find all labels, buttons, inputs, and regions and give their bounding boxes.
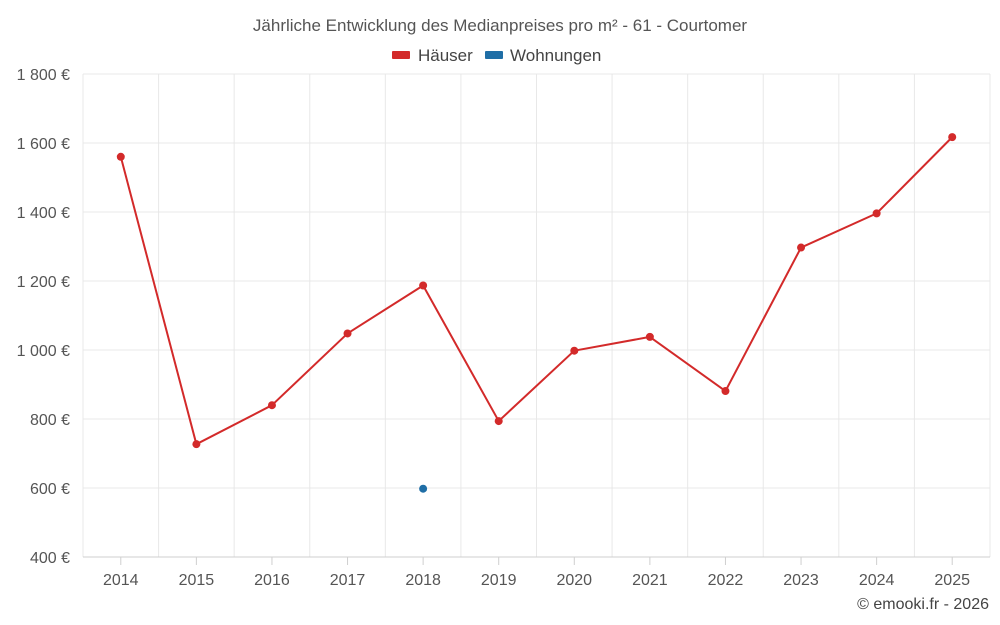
data-point-haeuser[interactable] [872, 209, 881, 218]
data-point-haeuser[interactable] [343, 329, 352, 338]
x-tick-label: 2023 [783, 572, 819, 589]
x-tick-label: 2019 [481, 572, 517, 589]
y-tick-label: 400 € [30, 550, 70, 567]
y-tick-label: 600 € [30, 481, 70, 498]
y-tick-label: 1 400 € [17, 205, 70, 222]
legend-label-haeuser: Häuser [418, 46, 473, 65]
series-line-haeuser [119, 136, 953, 446]
data-point-haeuser[interactable] [721, 387, 730, 396]
x-tick-label: 2017 [330, 572, 366, 589]
legend-item-wohnungen[interactable]: Wohnungen [485, 46, 601, 65]
legend-swatch-haeuser [392, 51, 410, 59]
x-tick-label: 2024 [859, 572, 895, 589]
y-tick-label: 1 000 € [17, 343, 70, 360]
x-tick-label: 2016 [254, 572, 290, 589]
legend-swatch-wohnungen [485, 51, 503, 59]
credit-text: © emooki.fr - 2026 [857, 596, 989, 613]
x-tick-label: 2025 [934, 572, 970, 589]
legend-label-wohnungen: Wohnungen [510, 46, 601, 65]
data-point-haeuser[interactable] [419, 281, 428, 290]
x-tick-label: 2018 [405, 572, 441, 589]
data-point-haeuser[interactable] [645, 332, 654, 341]
data-point-haeuser[interactable] [116, 152, 125, 161]
x-tick-label: 2022 [708, 572, 744, 589]
axes: 400 € 600 € 800 € 1 000 € 1 200 € 1 400 € 1 60… [17, 67, 990, 589]
x-tick-label: 2015 [179, 572, 215, 589]
legend: Häuser Wohnungen [392, 46, 601, 65]
x-tick-label: 2021 [632, 572, 668, 589]
y-tick-label: 800 € [30, 412, 70, 429]
data-point-haeuser[interactable] [948, 133, 957, 142]
data-point-haeuser[interactable] [192, 440, 201, 449]
data-point-wohnungen[interactable] [419, 484, 428, 493]
y-tick-label: 1 800 € [17, 67, 70, 84]
chart-title: Jährliche Entwicklung des Medianpreises … [253, 16, 747, 35]
series [116, 133, 957, 493]
y-tick-label: 1 200 € [17, 274, 70, 291]
x-tick-label: 2020 [556, 572, 592, 589]
y-tick-label: 1 600 € [17, 136, 70, 153]
data-point-haeuser[interactable] [570, 346, 579, 355]
gridlines [82, 73, 991, 557]
data-point-haeuser[interactable] [267, 401, 276, 410]
data-point-haeuser[interactable] [494, 417, 503, 426]
legend-item-haeuser[interactable]: Häuser [392, 46, 473, 65]
x-tick-label: 2014 [103, 572, 139, 589]
data-point-haeuser[interactable] [797, 243, 806, 252]
